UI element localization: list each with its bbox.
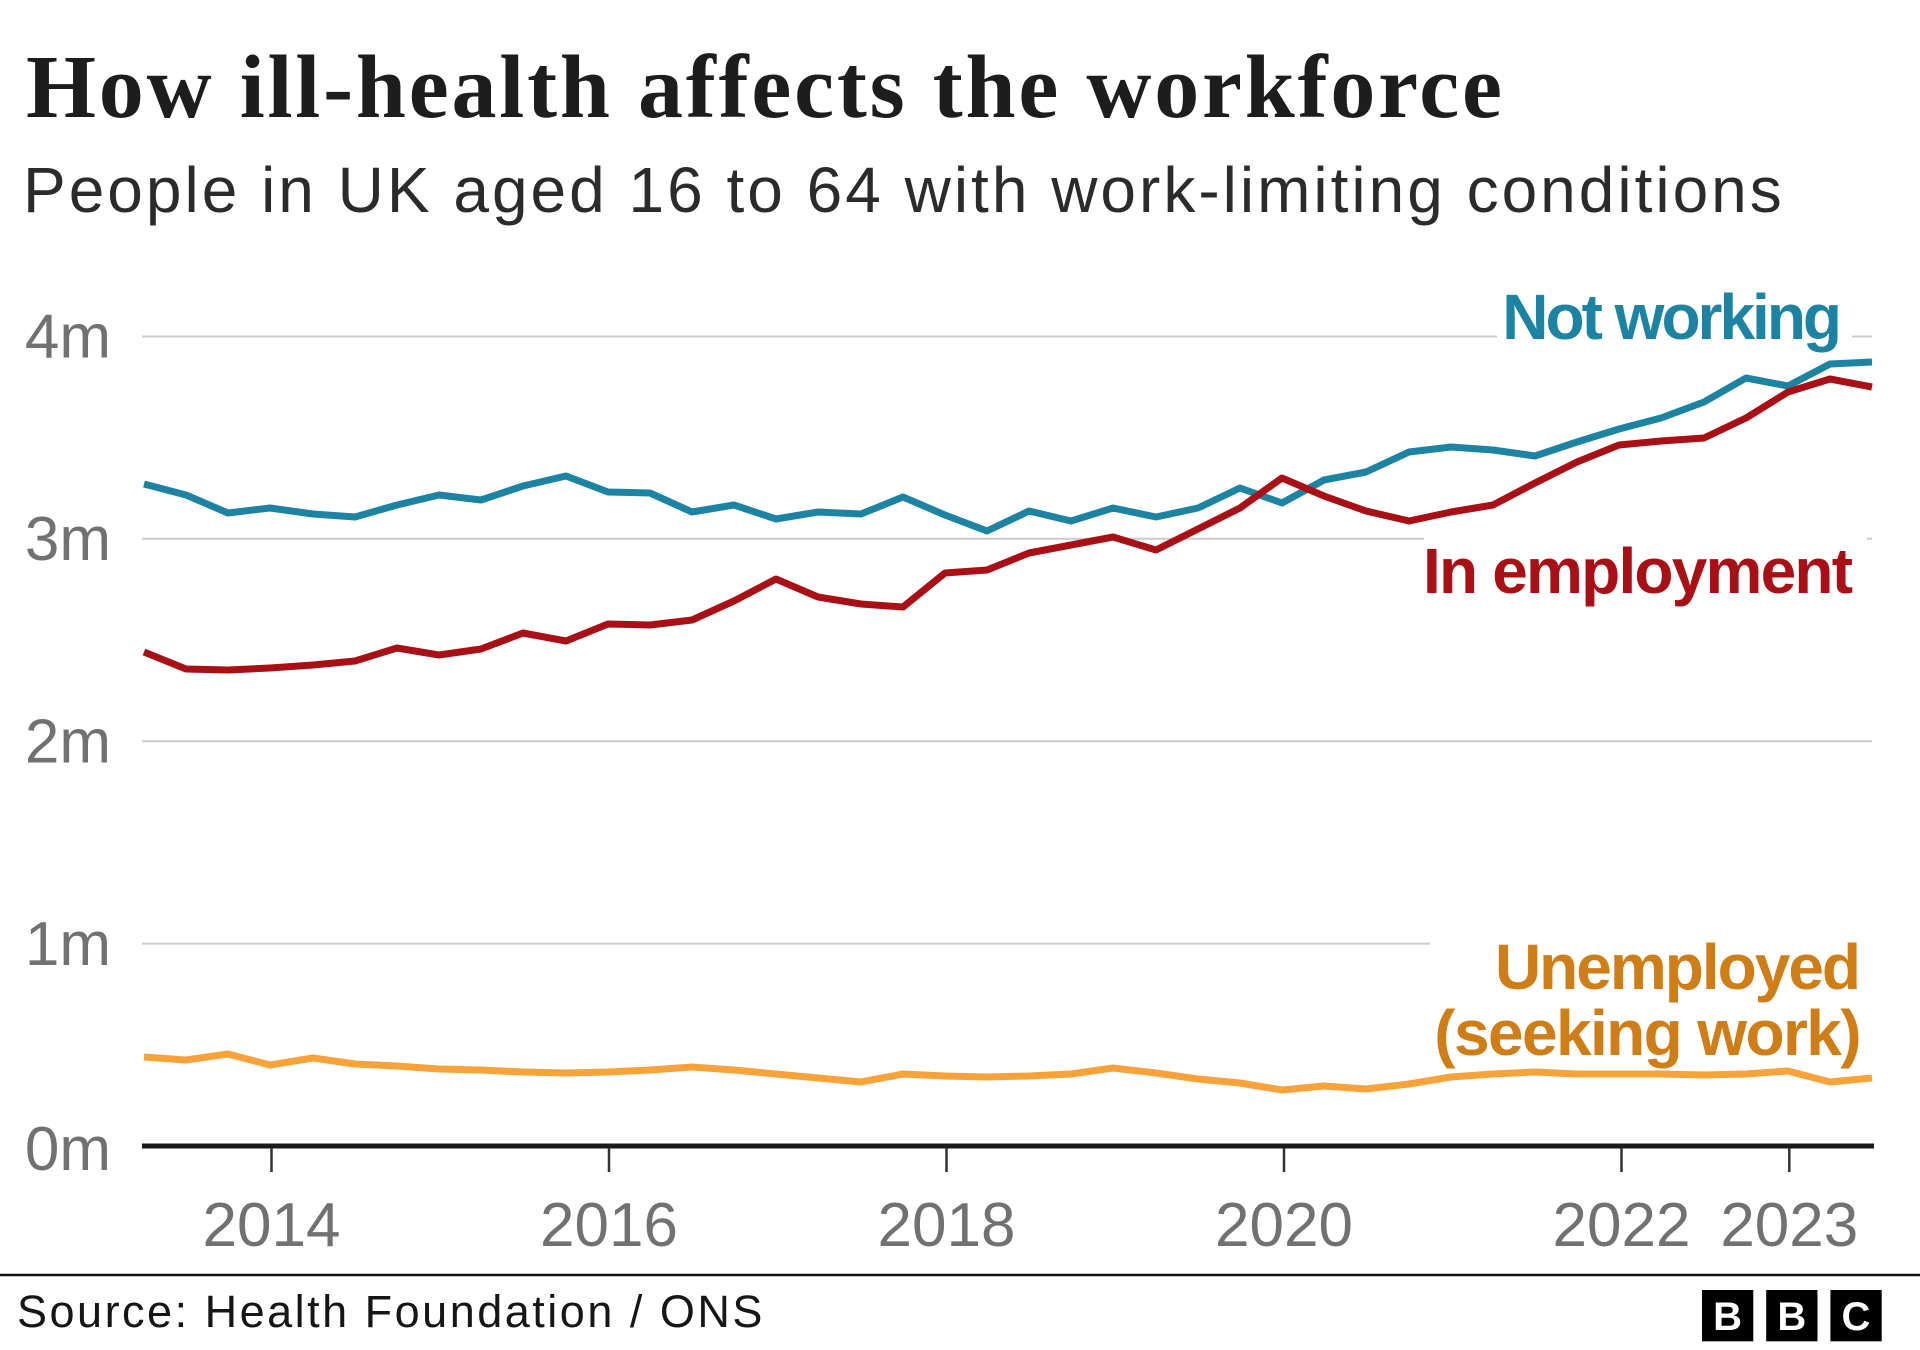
svg-text:0m: 0m: [25, 1115, 111, 1184]
svg-text:2023: 2023: [1720, 1191, 1858, 1260]
svg-text:4m: 4m: [25, 303, 111, 372]
svg-text:Not working: Not working: [1502, 281, 1839, 353]
svg-text:1m: 1m: [25, 910, 111, 979]
svg-text:(seeking work): (seeking work): [1434, 997, 1860, 1069]
svg-text:C: C: [1841, 1295, 1870, 1339]
svg-text:How ill-health affects the wor: How ill-health affects the workforce: [26, 38, 1505, 137]
svg-text:2m: 2m: [25, 708, 111, 777]
svg-text:3m: 3m: [25, 505, 111, 574]
svg-text:2020: 2020: [1215, 1191, 1353, 1260]
svg-text:B: B: [1713, 1295, 1742, 1339]
svg-text:2014: 2014: [203, 1191, 341, 1260]
svg-text:Source: Health Foundation / ON: Source: Health Foundation / ONS: [17, 1286, 765, 1337]
svg-text:2016: 2016: [540, 1191, 678, 1260]
svg-text:Unemployed: Unemployed: [1495, 931, 1859, 1003]
svg-text:In employment: In employment: [1423, 535, 1853, 607]
svg-text:B: B: [1777, 1295, 1806, 1339]
svg-text:People in UK aged 16 to 64 wit: People in UK aged 16 to 64 with work-lim…: [23, 154, 1785, 226]
svg-text:2022: 2022: [1553, 1191, 1691, 1260]
svg-text:2018: 2018: [878, 1191, 1016, 1260]
